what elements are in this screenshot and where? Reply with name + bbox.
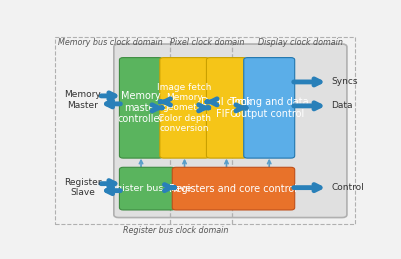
Text: Dual clock
FIFO: Dual clock FIFO xyxy=(201,97,252,119)
Text: Syncs: Syncs xyxy=(331,77,358,87)
Text: Image fetch
Memory
geometry
Color depth
conversion: Image fetch Memory geometry Color depth … xyxy=(157,83,212,133)
Text: Register bus clock domain: Register bus clock domain xyxy=(123,226,229,234)
Text: Memory
master
controller: Memory master controller xyxy=(118,91,164,125)
FancyBboxPatch shape xyxy=(114,44,347,218)
FancyBboxPatch shape xyxy=(160,57,209,158)
Text: Pixel clock domain: Pixel clock domain xyxy=(170,38,244,47)
FancyBboxPatch shape xyxy=(207,57,247,158)
Text: Display clock domain: Display clock domain xyxy=(258,38,343,47)
Text: Control: Control xyxy=(331,183,364,192)
Text: Memory
Master: Memory Master xyxy=(65,90,101,110)
Text: Memory bus clock domain: Memory bus clock domain xyxy=(58,38,163,47)
Text: Registers and core control: Registers and core control xyxy=(170,184,298,194)
Text: Data: Data xyxy=(331,101,353,110)
FancyBboxPatch shape xyxy=(119,57,163,158)
Text: Register
Slave: Register Slave xyxy=(64,178,101,197)
FancyBboxPatch shape xyxy=(119,167,175,210)
FancyBboxPatch shape xyxy=(244,57,295,158)
Text: Timing and data
output control: Timing and data output control xyxy=(229,97,309,119)
FancyBboxPatch shape xyxy=(172,167,295,210)
Text: Register bus slave: Register bus slave xyxy=(103,184,191,193)
